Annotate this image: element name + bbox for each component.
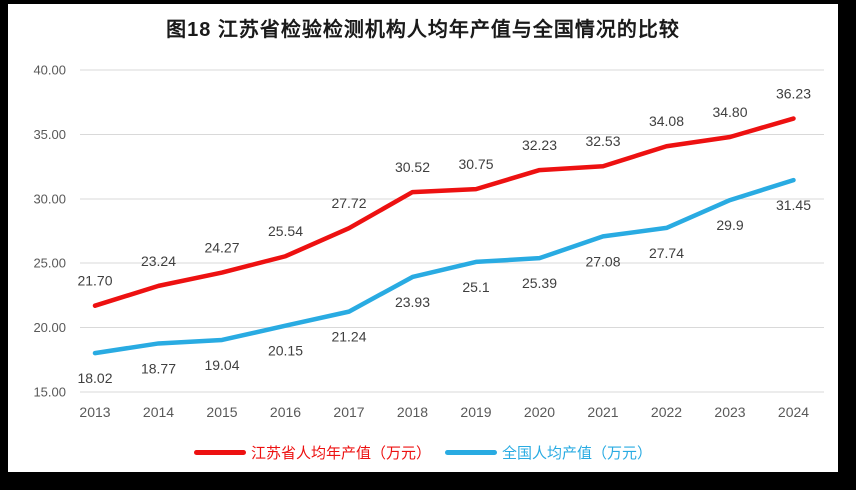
svg-text:2021: 2021 <box>587 404 618 420</box>
svg-text:18.77: 18.77 <box>141 360 176 376</box>
svg-text:30.00: 30.00 <box>33 191 66 206</box>
legend-item-label: 江苏省人均年产值（万元） <box>250 444 431 462</box>
svg-text:2022: 2022 <box>651 404 682 420</box>
svg-text:2024: 2024 <box>778 404 809 420</box>
svg-text:15.00: 15.00 <box>33 385 66 400</box>
svg-text:27.08: 27.08 <box>585 253 620 269</box>
svg-text:30.52: 30.52 <box>395 159 430 175</box>
svg-text:25.54: 25.54 <box>268 223 303 239</box>
legend-item: 全国人均产值（万元） <box>445 442 652 463</box>
svg-text:2018: 2018 <box>397 404 428 420</box>
svg-text:21.70: 21.70 <box>77 273 112 289</box>
legend-item-label: 全国人均产值（万元） <box>502 444 653 462</box>
svg-text:30.75: 30.75 <box>458 156 493 172</box>
legend-line-swatch-red <box>193 449 246 455</box>
svg-text:32.53: 32.53 <box>585 133 620 149</box>
svg-text:27.72: 27.72 <box>331 195 366 211</box>
svg-text:23.93: 23.93 <box>395 294 430 310</box>
chart-title: 图18 江苏省检验检测机构人均年产值与全国情况的比较 <box>166 19 680 41</box>
svg-text:29.9: 29.9 <box>716 217 743 233</box>
svg-text:35.00: 35.00 <box>33 127 66 142</box>
svg-text:2023: 2023 <box>714 404 745 420</box>
svg-text:25.00: 25.00 <box>33 256 66 271</box>
line-chart: 15.00 20.00 25.00 30.00 35.00 40.00 2013 2014 20… <box>33 63 824 420</box>
svg-text:2015: 2015 <box>206 404 237 420</box>
svg-text:25.1: 25.1 <box>462 279 489 295</box>
chart-legend: 江苏省人均年产值（万元） 全国人均产值（万元） <box>8 439 838 465</box>
legend-item: 江苏省人均年产值（万元） <box>193 442 431 463</box>
svg-text:2020: 2020 <box>524 404 555 420</box>
svg-text:2013: 2013 <box>79 404 110 420</box>
svg-text:2014: 2014 <box>143 404 174 420</box>
svg-text:25.39: 25.39 <box>522 275 557 291</box>
svg-text:18.02: 18.02 <box>77 370 112 386</box>
svg-text:20.00: 20.00 <box>33 320 66 335</box>
svg-text:32.23: 32.23 <box>522 137 557 153</box>
svg-text:36.23: 36.23 <box>776 86 811 102</box>
svg-text:2019: 2019 <box>460 404 491 420</box>
svg-text:24.27: 24.27 <box>204 240 239 256</box>
svg-text:21.24: 21.24 <box>331 329 366 345</box>
svg-text:23.24: 23.24 <box>141 253 176 269</box>
svg-text:2017: 2017 <box>333 404 364 420</box>
chart-figure: 图18 江苏省检验检测机构人均年产值与全国情况的比较 15.00 20.00 25.… <box>8 4 838 472</box>
svg-text:40.00: 40.00 <box>33 63 66 78</box>
svg-text:2016: 2016 <box>270 404 301 420</box>
svg-text:34.80: 34.80 <box>712 104 747 120</box>
svg-text:34.08: 34.08 <box>649 113 684 129</box>
svg-text:31.45: 31.45 <box>776 197 811 213</box>
svg-text:27.74: 27.74 <box>649 245 684 261</box>
legend-line-swatch-blue <box>445 449 497 455</box>
svg-text:19.04: 19.04 <box>204 357 239 373</box>
svg-text:20.15: 20.15 <box>268 343 303 359</box>
